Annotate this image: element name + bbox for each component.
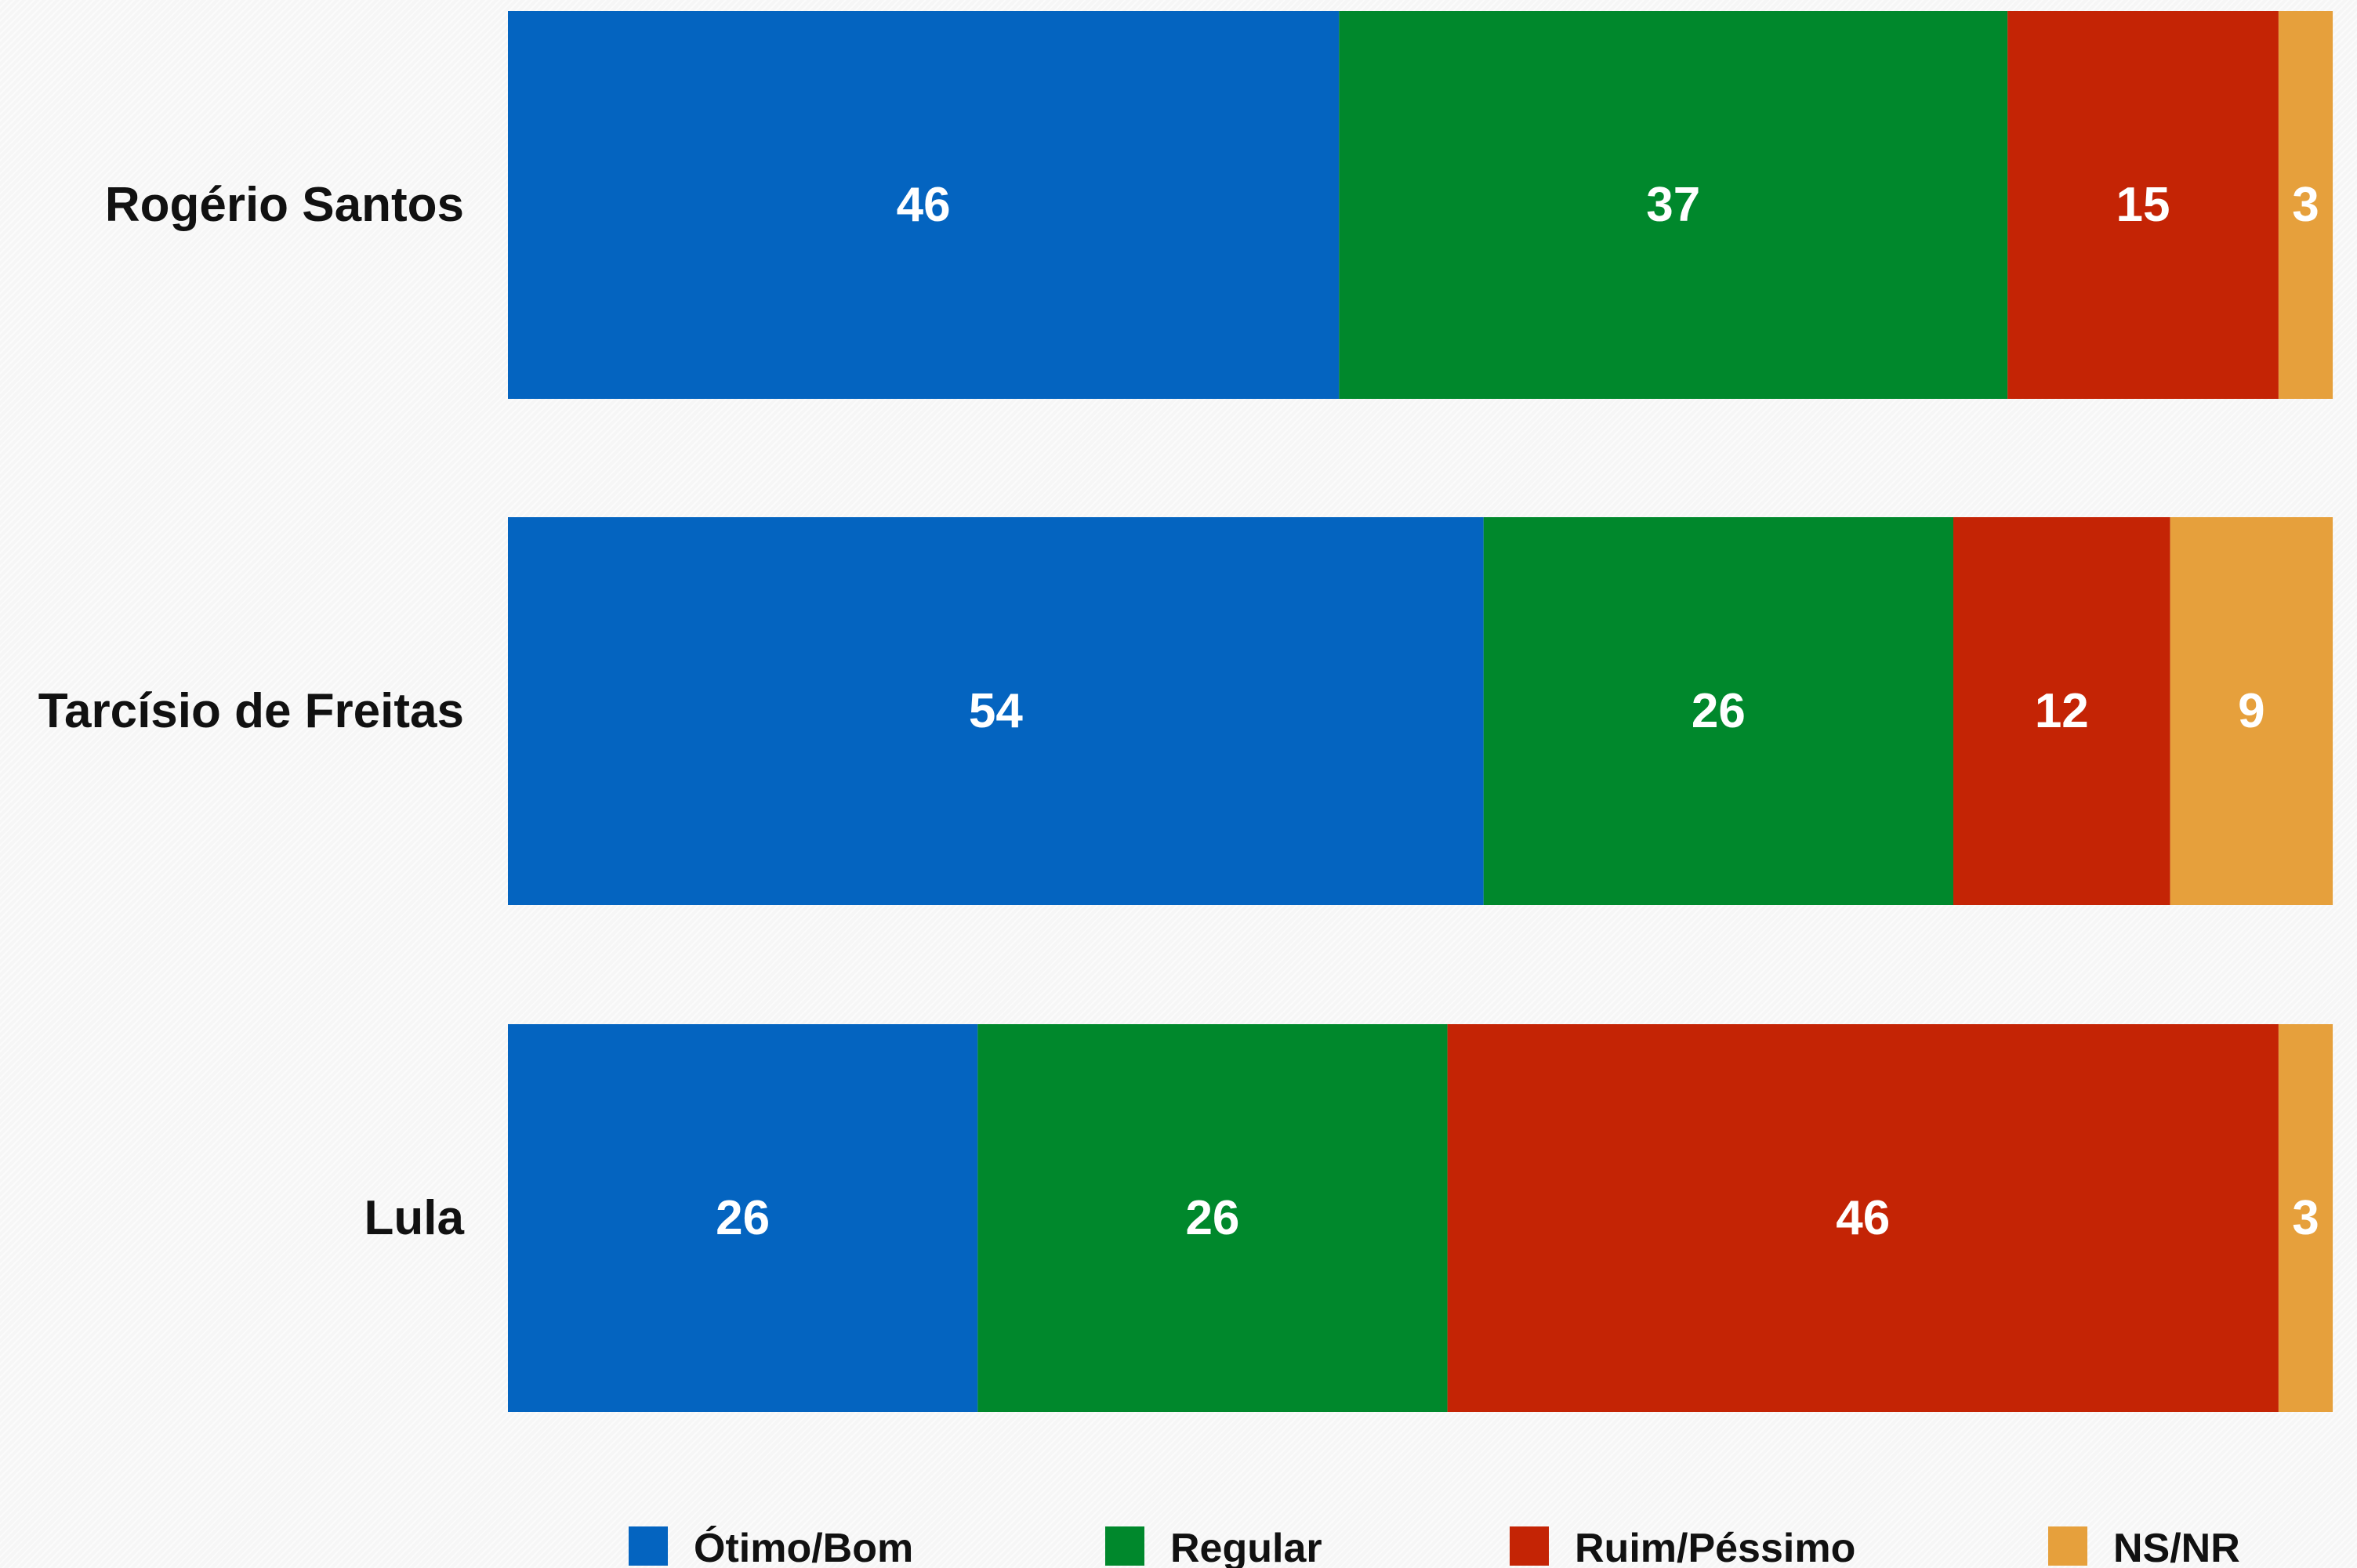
bar-ns-nr-tarcisio-de-freitas	[2170, 517, 2333, 905]
category-label-lula: Lula	[364, 1191, 465, 1245]
legend: Ótimo/Bom Regular Ruim/Péssimo NS/NR	[629, 1526, 2240, 1568]
bar-regular-tarcisio-de-freitas	[1483, 517, 1953, 905]
bar-otimo-bom-tarcisio-de-freitas	[508, 517, 1484, 905]
value-labels-group: 46 37 15 3 54 26 12 9 26 26 46 3	[716, 178, 2319, 1245]
bar-otimo-bom-rogerio-santos	[508, 11, 1340, 399]
bar-ns-nr-rogerio-santos	[2278, 11, 2333, 399]
value-label-otimo-bom-rogerio-santos: 46	[897, 178, 951, 232]
bar-otimo-bom-lula	[508, 1024, 978, 1412]
category-labels-group: Rogério Santos Tarcísio de Freitas Lula	[38, 178, 465, 1245]
category-label-tarcisio-de-freitas: Tarcísio de Freitas	[38, 684, 464, 738]
value-label-ruim-pessimo-lula: 46	[1836, 1191, 1890, 1245]
value-label-otimo-bom-tarcisio-de-freitas: 54	[969, 684, 1023, 738]
bar-regular-lula	[977, 1024, 1448, 1412]
value-label-regular-rogerio-santos: 37	[1646, 178, 1700, 232]
bar-ns-nr-lula	[2278, 1024, 2333, 1412]
value-label-ruim-pessimo-rogerio-santos: 15	[2116, 178, 2170, 232]
bar-ruim-pessimo-tarcisio-de-freitas	[1953, 517, 2170, 905]
value-label-ns-nr-rogerio-santos: 3	[2292, 178, 2319, 232]
value-label-regular-lula: 26	[1185, 1191, 1239, 1245]
legend-swatch-regular	[1105, 1526, 1144, 1566]
bar-regular-rogerio-santos	[1339, 11, 2008, 399]
category-label-rogerio-santos: Rogério Santos	[105, 178, 464, 232]
bar-ruim-pessimo-rogerio-santos	[2007, 11, 2279, 399]
bars-group	[508, 11, 2333, 1412]
legend-swatch-ns-nr	[2048, 1526, 2087, 1566]
value-label-ruim-pessimo-tarcisio-de-freitas: 12	[2035, 684, 2089, 738]
legend-swatch-ruim-pessimo	[1510, 1526, 1549, 1566]
legend-label-regular: Regular	[1170, 1526, 1322, 1568]
value-label-ns-nr-lula: 3	[2292, 1191, 2319, 1245]
value-label-otimo-bom-lula: 26	[716, 1191, 770, 1245]
bar-ruim-pessimo-lula	[1447, 1024, 2279, 1412]
legend-label-ruim-pessimo: Ruim/Péssimo	[1575, 1526, 1855, 1568]
legend-label-otimo-bom: Ótimo/Bom	[694, 1526, 913, 1568]
value-label-ns-nr-tarcisio-de-freitas: 9	[2238, 684, 2265, 738]
value-label-regular-tarcisio-de-freitas: 26	[1692, 684, 1746, 738]
legend-swatch-otimo-bom	[629, 1526, 668, 1566]
legend-label-ns-nr: NS/NR	[2113, 1526, 2240, 1568]
